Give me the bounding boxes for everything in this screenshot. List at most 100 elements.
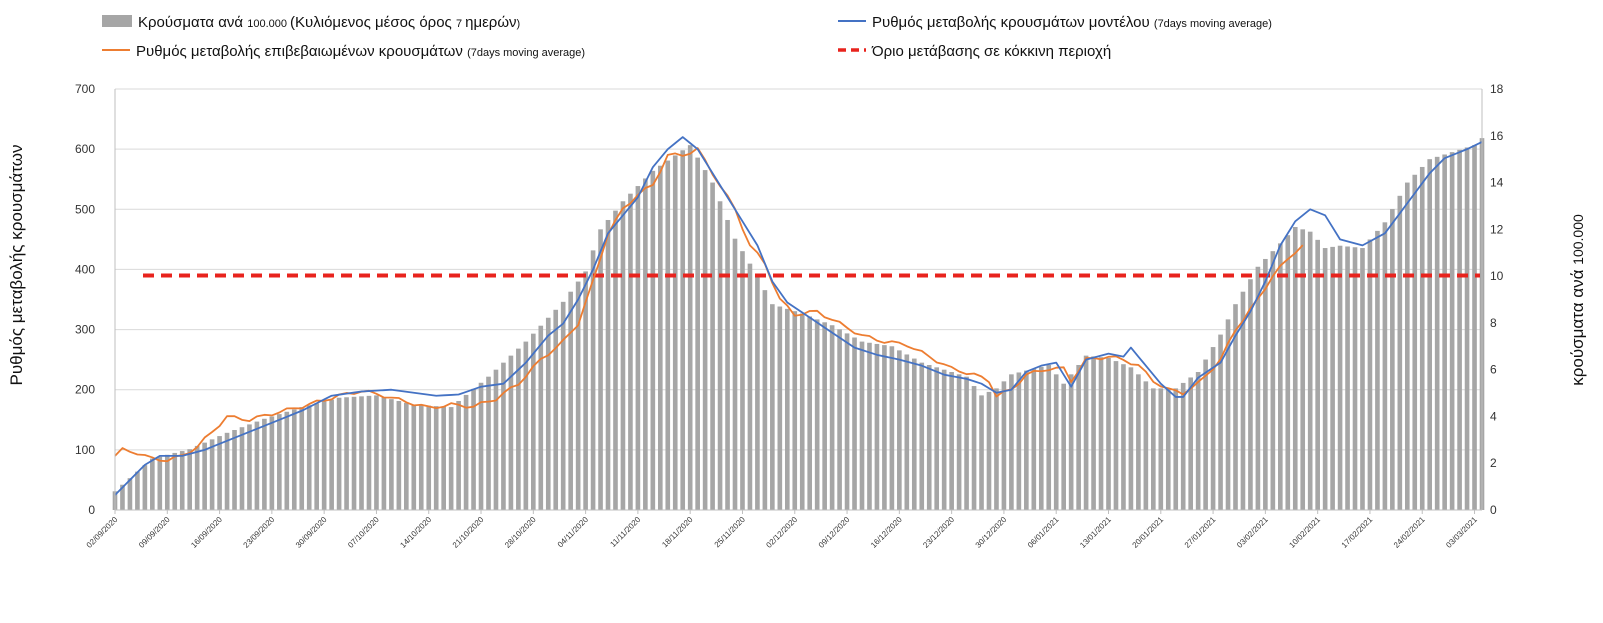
bar — [1113, 361, 1119, 510]
bar — [232, 430, 237, 510]
bar — [717, 201, 723, 510]
bar — [732, 238, 738, 510]
x-tick-label: 25/11/2020 — [713, 515, 748, 550]
bar — [531, 333, 536, 510]
bar — [329, 399, 334, 510]
bar — [799, 313, 805, 510]
bar — [575, 281, 581, 510]
bar — [1210, 347, 1216, 510]
bar — [1345, 246, 1350, 511]
bar — [837, 329, 842, 510]
bar — [777, 306, 783, 510]
bar — [381, 397, 387, 510]
bar — [829, 325, 835, 510]
bar — [687, 145, 693, 510]
bar — [1367, 239, 1373, 510]
bar — [433, 406, 439, 510]
bar — [859, 341, 865, 510]
bar — [359, 396, 364, 510]
bar — [1195, 372, 1201, 510]
y-right-tick-label: 4 — [1490, 409, 1497, 423]
bar — [919, 362, 925, 510]
bar — [807, 316, 813, 510]
bar — [493, 369, 499, 510]
bar — [217, 436, 222, 510]
bar — [1225, 319, 1231, 510]
bar — [150, 458, 155, 510]
bar — [157, 456, 163, 510]
bars-layer — [112, 138, 1485, 511]
bar — [1016, 372, 1022, 510]
y-right-tick-label: 16 — [1490, 129, 1504, 143]
bar — [613, 210, 618, 510]
x-tick-label: 02/09/2020 — [85, 515, 120, 550]
y-right-tick-label: 18 — [1490, 82, 1504, 96]
bar — [486, 376, 491, 510]
bar — [1024, 370, 1029, 510]
bar — [695, 157, 700, 511]
bar — [986, 391, 992, 510]
bar — [1427, 159, 1433, 511]
bar — [1098, 357, 1104, 510]
x-tick-label: 23/09/2020 — [242, 515, 277, 550]
bar — [1240, 291, 1246, 510]
bar — [418, 405, 424, 510]
legend-label-confirmed: Ρυθμός μεταβολής επιβεβαιωμένων κρουσμάτ… — [136, 43, 585, 60]
bar — [1128, 367, 1134, 510]
bar — [1121, 364, 1126, 510]
y-left-tick-label: 700 — [75, 82, 95, 96]
bar — [1046, 364, 1052, 510]
bar — [643, 178, 648, 510]
bar — [844, 333, 850, 510]
bar — [1233, 304, 1238, 510]
x-tick-label: 21/10/2020 — [451, 515, 486, 550]
y-left-tick-label: 200 — [75, 383, 95, 397]
bar — [1434, 156, 1440, 510]
bar — [164, 454, 170, 510]
bar — [635, 186, 641, 510]
y-left-axis-title: Ρυθμός μεταβολής κρουσμάτων — [7, 145, 26, 386]
bar — [1248, 279, 1253, 510]
x-tick-label: 17/02/2021 — [1340, 515, 1375, 550]
x-tick-label: 06/01/2021 — [1026, 515, 1061, 550]
bar — [239, 427, 245, 510]
bar — [456, 401, 461, 510]
bar — [209, 439, 215, 510]
x-tick-label: 11/11/2020 — [608, 515, 642, 549]
bar — [142, 465, 148, 510]
bar — [1472, 145, 1477, 510]
bar — [1419, 166, 1425, 510]
bar — [1390, 209, 1395, 510]
x-tick-label: 16/09/2020 — [189, 515, 224, 550]
bar — [187, 449, 193, 510]
bar — [665, 160, 671, 510]
y-left-tick-label: 600 — [75, 142, 95, 156]
bar — [1397, 195, 1403, 510]
x-tick-label: 18/11/2020 — [660, 515, 695, 550]
bar — [1300, 229, 1306, 510]
bar — [179, 451, 185, 510]
bar — [448, 407, 454, 510]
bar — [1270, 251, 1276, 510]
bar — [941, 369, 947, 510]
y-left-tick-label: 500 — [75, 202, 95, 216]
bar — [1083, 355, 1089, 510]
bar — [277, 414, 282, 510]
bar — [1076, 364, 1081, 510]
legend: Κρούσματα ανά 100.000 (Κυλιόμενος μέσος … — [102, 14, 1272, 60]
bar — [411, 404, 417, 510]
bar — [478, 382, 484, 510]
bar — [1375, 230, 1380, 510]
bar — [650, 170, 656, 511]
bar — [336, 397, 342, 510]
bar — [1203, 359, 1208, 510]
x-tick-label: 16/12/2020 — [869, 515, 904, 550]
x-tick-label: 07/10/2020 — [346, 515, 381, 550]
bar — [501, 362, 506, 510]
bar — [1307, 231, 1313, 511]
bar — [1136, 374, 1141, 510]
bar — [1360, 248, 1365, 511]
bar — [1457, 149, 1462, 510]
x-tick-label: 03/03/2021 — [1444, 515, 1479, 550]
bar — [1165, 388, 1171, 510]
